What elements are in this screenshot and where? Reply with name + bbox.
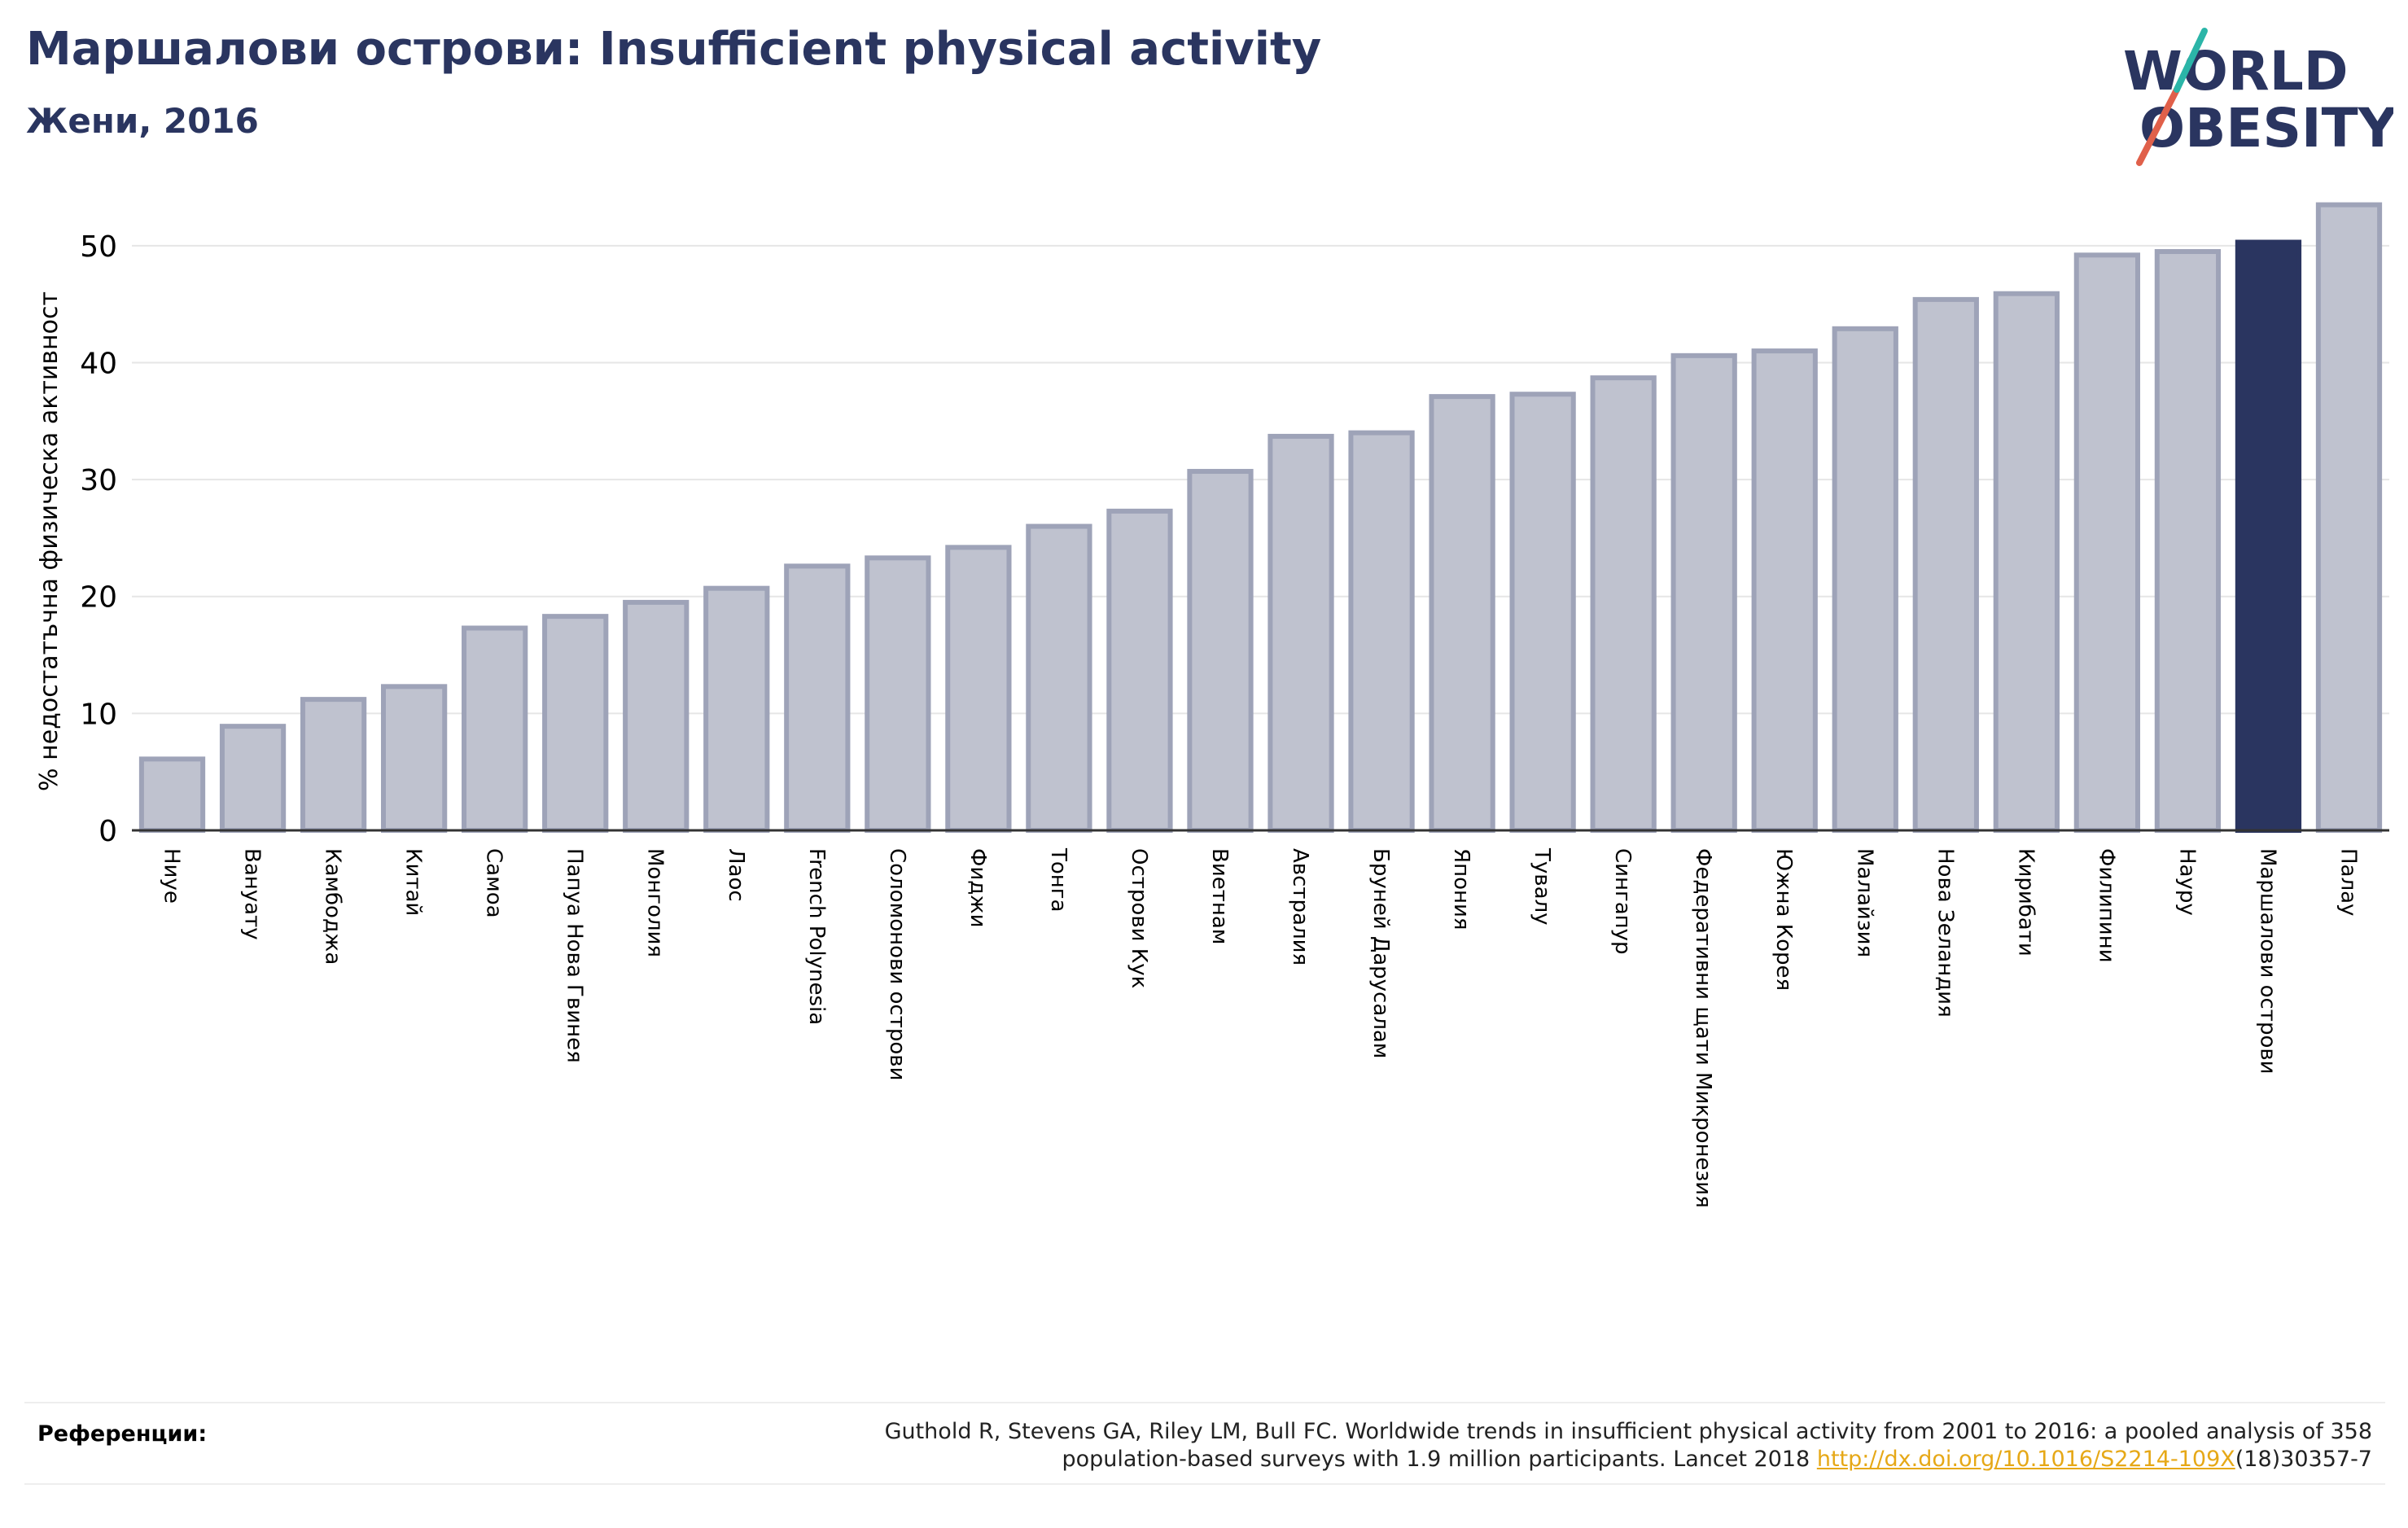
- bar: [300, 697, 367, 833]
- x-tick-label: Науру: [2174, 848, 2199, 916]
- references-divider-bottom: [24, 1483, 2385, 1485]
- x-tick-label: Лаос: [724, 848, 748, 902]
- x-tick-label: Австралия: [1288, 848, 1312, 965]
- world-obesity-logo: WORLD OBESITY: [2123, 28, 2393, 166]
- bar: [865, 555, 931, 833]
- bar: [138, 756, 206, 834]
- bar-chart: 0 10 20 30 40 50 % недостатъчна физическа акти…: [35, 202, 2389, 1208]
- logo-slash-teal: [2174, 28, 2208, 93]
- x-tick-label: Малайзия: [1852, 848, 1876, 957]
- bar: [1912, 296, 1979, 833]
- bar: [1026, 523, 1092, 834]
- y-tick-label: 50: [80, 230, 117, 264]
- x-tick-label: Вануату: [240, 848, 265, 940]
- references-doi-link[interactable]: http://dx.doi.org/10.1016/S2214-109X: [1816, 1447, 2235, 1472]
- bar: [703, 585, 770, 833]
- references-text: Guthold R, Stevens GA, Riley LM, Bull FC…: [581, 1418, 2372, 1473]
- chart-subtitle: Жени, 2016: [26, 101, 259, 141]
- bar: [2154, 249, 2222, 833]
- x-tick-label: Сингапур: [1610, 848, 1635, 955]
- x-tick-label: Самоа: [482, 848, 506, 918]
- x-tick-label: French Polynesia: [804, 848, 829, 1025]
- bar: [1106, 508, 1173, 833]
- logo-slash-red: [2136, 86, 2180, 166]
- x-tick-label: Палау: [2336, 848, 2360, 916]
- references-label: Референции:: [37, 1421, 208, 1447]
- bar: [1509, 392, 1576, 833]
- bar: [1187, 469, 1254, 833]
- x-tick-label: Острови Кук: [1127, 848, 1151, 988]
- x-tick-label: Китай: [401, 848, 426, 916]
- bar: [1832, 326, 1898, 833]
- x-tick-label: Фиджи: [965, 848, 990, 928]
- logo-line-1: WORLD: [2123, 40, 2349, 103]
- bar: [380, 684, 448, 833]
- bar: [1429, 394, 1495, 834]
- bar: [2073, 252, 2141, 833]
- y-tick-label: 20: [80, 581, 117, 615]
- bar: [2235, 239, 2302, 833]
- x-tick-label: Япония: [1449, 848, 1473, 930]
- x-tick-label: Нова Зеландия: [1933, 848, 1957, 1018]
- bar: [462, 625, 528, 833]
- references-line-2-suffix: (18)30357-7: [2235, 1447, 2372, 1472]
- bar: [623, 599, 690, 834]
- bar: [1267, 433, 1334, 833]
- chart-title: Маршалови острови: Insufficient physical…: [26, 23, 1322, 76]
- x-tick-label: Тонга: [1046, 847, 1070, 912]
- x-tick-label: Кирибати: [2013, 848, 2038, 957]
- bar: [1751, 348, 1818, 834]
- bar: [2315, 202, 2383, 833]
- references-line-1: Guthold R, Stevens GA, Riley LM, Bull FC…: [884, 1419, 2372, 1444]
- bar: [1993, 291, 2060, 833]
- bar: [219, 724, 287, 833]
- references-line-2-prefix: population-based surveys with 1.9 millio…: [1062, 1447, 1817, 1472]
- x-tick-label: Федеративни щати Микронезия: [1691, 848, 1715, 1208]
- x-tick-label: Монголия: [643, 848, 668, 957]
- y-tick-label: 40: [80, 347, 117, 380]
- bar: [1348, 430, 1415, 833]
- x-tick-label: Папуа Нова Гвинея: [563, 848, 587, 1063]
- y-tick-label: 0: [99, 815, 117, 848]
- x-tick-label: Камбоджа: [321, 848, 345, 965]
- bar: [945, 545, 1012, 834]
- bar: [784, 563, 851, 834]
- references-divider-top: [24, 1402, 2385, 1403]
- x-tick-label: Южна Корея: [1771, 848, 1796, 991]
- bar: [1670, 352, 1737, 833]
- bar: [1590, 375, 1657, 833]
- y-tick-label: 30: [80, 464, 117, 497]
- y-tick-label: 10: [80, 698, 117, 731]
- x-tick-label: Соломонови острови: [885, 848, 909, 1080]
- bar: [542, 614, 609, 833]
- x-tick-label: Виетнам: [1207, 848, 1232, 944]
- x-tick-label: Тувалу: [1530, 847, 1554, 926]
- x-tick-label: Филипини: [2094, 848, 2118, 963]
- logo-line-2: OBESITY: [2139, 97, 2393, 160]
- x-tick-label: Ниуе: [160, 848, 184, 904]
- y-axis-label: % недостатъчна физическа активност: [35, 291, 63, 791]
- x-tick-label: Бруней Дарусалам: [1368, 848, 1393, 1058]
- x-tick-label: Маршалови острови: [2255, 848, 2279, 1075]
